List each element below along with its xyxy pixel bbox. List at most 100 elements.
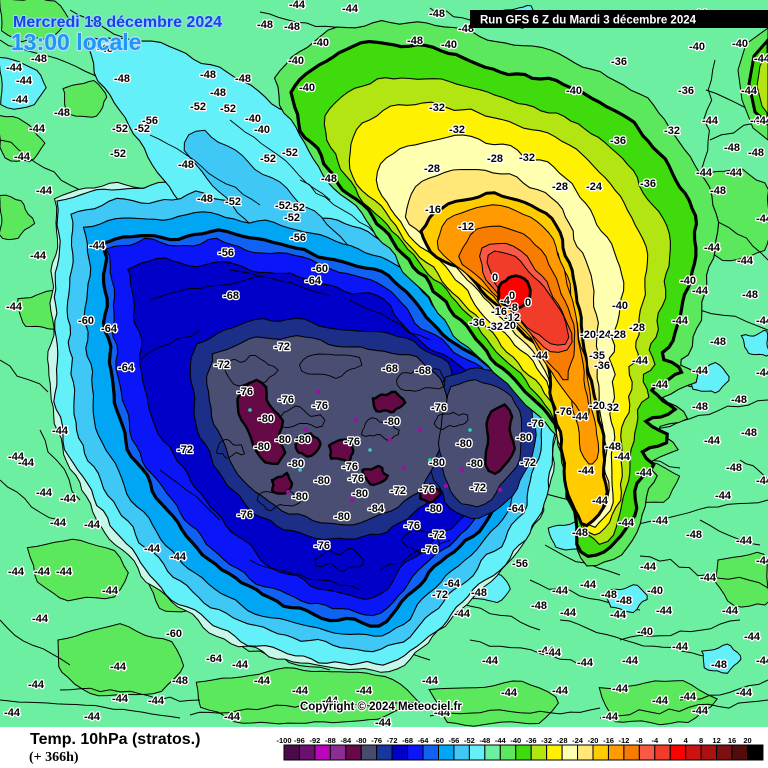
svg-text:-48: -48 [531,600,547,612]
svg-text:-44: -44 [652,379,669,391]
svg-text:-48: -48 [321,173,337,185]
svg-text:-48: -48 [200,69,216,81]
svg-text:-44: -44 [552,585,569,597]
svg-text:-44: -44 [692,285,709,297]
svg-text:-36: -36 [469,317,485,329]
svg-text:-44: -44 [538,645,555,657]
svg-text:13:00 locale: 13:00 locale [11,29,141,55]
svg-text:-44: -44 [612,683,629,695]
svg-text:-44: -44 [560,607,577,619]
svg-text:-48: -48 [172,675,188,687]
svg-text:-40: -40 [680,275,696,287]
svg-text:-40: -40 [612,300,628,312]
svg-text:-80: -80 [295,434,311,446]
svg-text:-44: -44 [736,535,753,547]
svg-text:-52: -52 [284,212,300,224]
svg-text:-44: -44 [89,240,106,252]
svg-text:-80: -80 [384,416,400,428]
svg-text:-44: -44 [702,115,719,127]
svg-text:-44: -44 [700,572,717,584]
svg-text:-40: -40 [732,38,748,50]
svg-text:-48: -48 [692,401,708,413]
svg-text:-40: -40 [254,124,270,136]
svg-text:-44: -44 [4,707,21,719]
svg-text:-44: -44 [342,3,359,15]
svg-text:-64: -64 [305,275,322,287]
svg-text:-48: -48 [711,659,727,671]
svg-text:-40: -40 [566,85,582,97]
svg-text:Copyright © 2024 Meteociel.fr: Copyright © 2024 Meteociel.fr [300,701,462,713]
svg-text:-56: -56 [448,736,459,745]
svg-text:Run GFS 6 Z du Mardi 3 décembr: Run GFS 6 Z du Mardi 3 décembre 2024 [480,15,697,27]
svg-text:0: 0 [525,297,531,309]
svg-text:-44: -44 [580,579,597,591]
svg-text:-44: -44 [6,62,23,74]
svg-text:-8: -8 [636,736,643,745]
svg-text:-44: -44 [16,75,33,87]
svg-text:-52: -52 [282,147,298,159]
svg-text:-8: -8 [508,302,518,314]
svg-text:-44: -44 [756,367,768,379]
svg-text:-44: -44 [614,451,631,463]
svg-text:-44: -44 [640,561,657,573]
svg-text:-68: -68 [382,363,398,375]
svg-text:-36: -36 [678,85,694,97]
svg-text:-44: -44 [652,515,669,527]
svg-text:-76: -76 [348,473,364,485]
svg-text:-44: -44 [501,687,518,699]
svg-text:-44: -44 [60,493,77,505]
svg-text:-28: -28 [557,736,568,745]
svg-text:-88: -88 [325,736,336,745]
svg-text:4: 4 [684,736,689,745]
svg-text:-44: -44 [36,487,53,499]
svg-text:-80: -80 [258,413,274,425]
svg-text:-80: -80 [356,736,367,745]
svg-text:-56: -56 [142,115,158,127]
svg-text:-28: -28 [424,163,440,175]
svg-text:-80: -80 [292,491,308,503]
svg-text:(+ 366h): (+ 366h) [29,750,79,765]
svg-text:-64: -64 [101,323,118,335]
svg-text:-48: -48 [407,35,423,47]
svg-text:-48: -48 [284,21,300,33]
svg-text:-44: -44 [756,655,768,667]
svg-text:-44: -44 [592,495,609,507]
svg-text:-80: -80 [429,457,445,469]
svg-text:Temp. 10hPa (stratos.): Temp. 10hPa (stratos.) [30,731,200,748]
svg-text:-40: -40 [689,41,705,53]
svg-text:-64: -64 [206,653,223,665]
svg-text:-44: -44 [32,613,49,625]
svg-text:-48: -48 [235,73,251,85]
svg-text:-44: -44 [622,655,639,667]
svg-text:-24: -24 [595,329,612,341]
svg-text:-48: -48 [31,53,47,65]
svg-text:-44: -44 [750,115,767,127]
svg-text:-80: -80 [467,458,483,470]
svg-text:-44: -44 [636,467,653,479]
svg-text:-36: -36 [594,360,610,372]
svg-text:-32: -32 [519,152,535,164]
svg-text:-60: -60 [166,628,182,640]
svg-text:-36: -36 [610,135,626,147]
svg-text:-44: -44 [56,566,73,578]
svg-text:-44: -44 [84,711,101,723]
svg-text:-35: -35 [589,350,605,362]
svg-text:-80: -80 [288,458,304,470]
svg-text:-44: -44 [696,167,713,179]
svg-text:-76: -76 [431,402,447,414]
svg-text:-44: -44 [756,115,768,127]
svg-text:-72: -72 [177,444,193,456]
svg-text:-48: -48 [601,589,617,601]
svg-text:-48: -48 [616,595,632,607]
svg-text:-80: -80 [352,488,368,500]
svg-text:-52: -52 [225,196,241,208]
svg-text:-44: -44 [680,691,697,703]
svg-text:-20: -20 [589,400,605,412]
svg-text:-44: -44 [692,705,709,717]
svg-text:-44: -44 [704,435,721,447]
svg-text:-48: -48 [741,427,757,439]
svg-text:-76: -76 [556,406,572,418]
svg-text:-76: -76 [344,436,360,448]
svg-text:-48: -48 [724,142,740,154]
svg-text:-44: -44 [756,213,768,225]
